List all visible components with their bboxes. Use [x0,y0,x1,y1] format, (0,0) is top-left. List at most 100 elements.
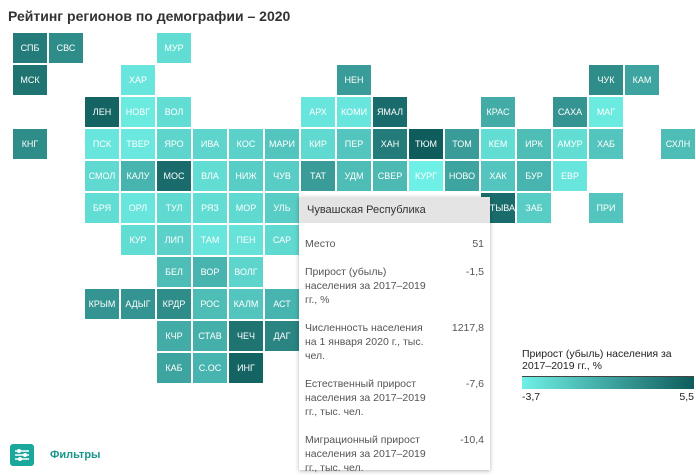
legend-title: Прирост (убыль) населения за 2017–2019 г… [522,348,672,372]
tile: ЗАБ [517,193,551,223]
tile: ЯМАЛ [373,97,407,127]
tile: АДЫГ [121,289,155,319]
tile: СМОЛ [85,161,119,191]
tile: ХАР [121,65,155,95]
tile: ПСК [85,129,119,159]
tooltip-value: -1,5 [465,266,484,278]
tile: МОС [157,161,191,191]
tooltip-row: Миграционный прирост населения за 2017–2… [299,433,490,475]
tooltip-row: Место 51 [299,237,490,251]
tile: САР [265,225,299,255]
tooltip-value: -7,6 [465,378,484,390]
tile: ИВА [193,129,227,159]
legend: Прирост (убыль) населения за 2017–2019 г… [522,348,694,403]
tile: ЛЕН [85,97,119,127]
tile: КУР [121,225,155,255]
tile: НЕН [337,65,371,95]
tooltip: Чувашская Республика Место 51 Прирост (убы… [299,197,490,474]
tile: МУР [157,33,191,63]
tile: УДМ [337,161,371,191]
tile: ПЕН [229,225,263,255]
tile: КАЛМ [229,289,263,319]
tile: ВОР [193,257,227,287]
tile: СТАВ [193,321,227,351]
filter-label[interactable]: Фильтры [50,449,101,461]
tile: КЕМ [481,129,515,159]
tooltip-label: Миграционный прирост населения за 2017–2… [305,434,426,474]
tile: АМУР [553,129,587,159]
tile: НИЖ [229,161,263,191]
tile: МСК [13,65,47,95]
tile: КУРГ [409,161,443,191]
tile: МОР [229,193,263,223]
tile: ТОМ [445,129,479,159]
tooltip-row: Прирост (убыль) населения за 2017–2019 г… [299,265,490,307]
tooltip-label: Место [305,238,336,250]
tile: КАЛУ [121,161,155,191]
tile: КРДР [157,289,191,319]
tile: ЕВР [553,161,587,191]
tile: ЧУК [589,65,623,95]
tile: НОВО [445,161,479,191]
tooltip-row: Естественный прирост населения за 2017–2… [299,377,490,419]
tooltip-rows: Место 51 Прирост (убыль) населения за 2017… [299,237,490,475]
tile: КАМ [625,65,659,95]
tile: РОС [193,289,227,319]
tooltip-label: Прирост (убыль) населения за 2017–2019 г… [305,266,426,306]
tile: СПБ [13,33,47,63]
tile: ЧЕЧ [229,321,263,351]
filter-button[interactable] [10,444,34,466]
tile: ТАМ [193,225,227,255]
tile: КИР [301,129,335,159]
tile: ИНГ [229,353,263,383]
filter-icon [15,449,29,461]
tooltip-value: -10,4 [460,434,484,446]
tile: ИРК [517,129,551,159]
tile: АСТ [265,289,299,319]
tile: ВОЛГ [229,257,263,287]
tile: ТАТ [301,161,335,191]
tile: ТВЕР [121,129,155,159]
tooltip-value: 51 [472,238,484,250]
legend-max: 5,5 [679,391,694,403]
legend-min: -3,7 [522,391,541,403]
tile: ХАН [373,129,407,159]
tile: ТУЛ [157,193,191,223]
tile: ЯРО [157,129,191,159]
tile: ЧУВ [265,161,299,191]
tile: КОМИ [337,97,371,127]
tile: СВЕР [373,161,407,191]
tile: КРЫМ [85,289,119,319]
tile: САХА [553,97,587,127]
tile: УЛЬ [265,193,299,223]
tile: МАГ [589,97,623,127]
tile: ПРИ [589,193,623,223]
tile: ВОЛ [157,97,191,127]
tile: НОВГ [121,97,155,127]
tile: ХАК [481,161,515,191]
tile: РЯЗ [193,193,227,223]
tooltip-value: 1217,8 [451,322,484,334]
tile: С.ОС [193,353,227,383]
tile: СХЛН [661,129,695,159]
tile: ПЕР [337,129,371,159]
tooltip-label: Численность населения на 1 января 2020 г… [305,322,424,362]
legend-gradient [522,376,694,389]
tile: АРХ [301,97,335,127]
tile: ТЮМ [409,129,443,159]
tile: КЧР [157,321,191,351]
tooltip-row: Численность населения на 1 января 2020 г… [299,321,490,363]
tile: КНГ [13,129,47,159]
tile: ВЛА [193,161,227,191]
tile: БРЯ [85,193,119,223]
tile: КОС [229,129,263,159]
tile: ДАГ [265,321,299,351]
tile: КРАС [481,97,515,127]
tile: БУР [517,161,551,191]
tile: КАБ [157,353,191,383]
tile: ЛИП [157,225,191,255]
tooltip-title: Чувашская Республика [299,197,490,223]
tile: ОРЛ [121,193,155,223]
tile: БЕЛ [157,257,191,287]
